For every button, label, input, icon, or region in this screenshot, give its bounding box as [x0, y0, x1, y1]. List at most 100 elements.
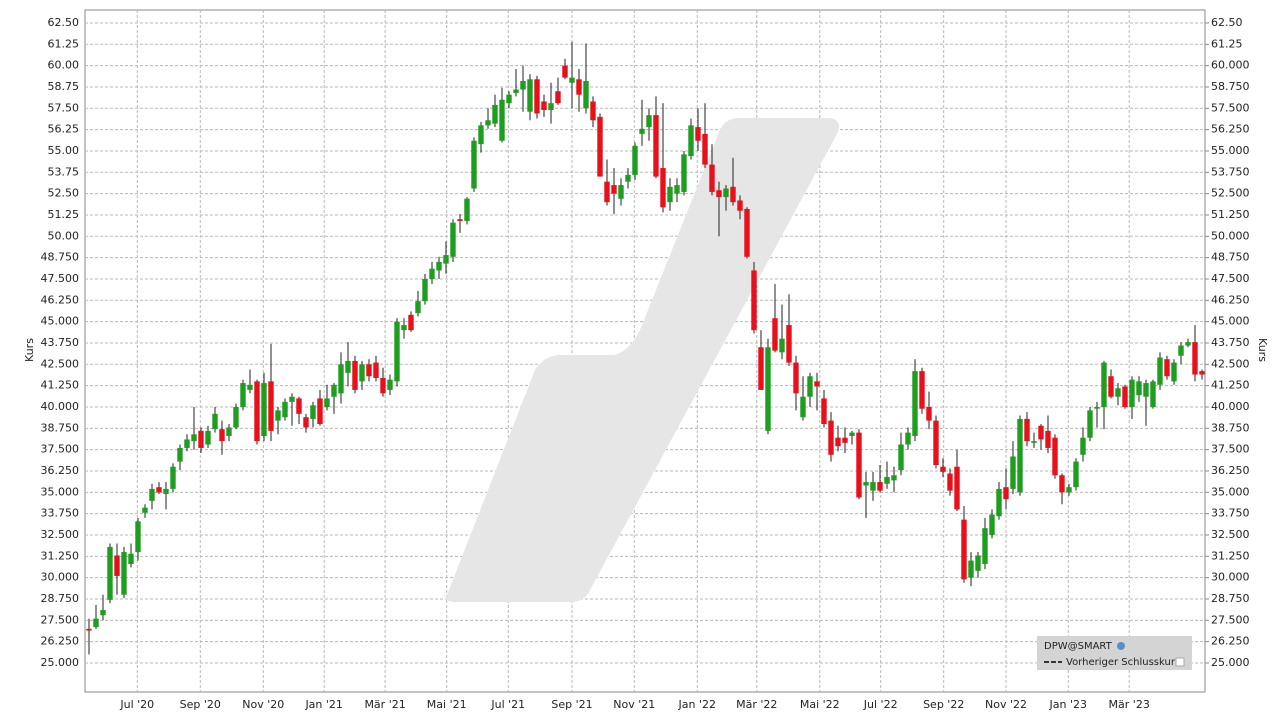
candle-body: [828, 420, 834, 455]
candle-body: [583, 80, 589, 109]
candle-body: [1066, 487, 1072, 493]
candle-body: [674, 185, 680, 194]
candle-body: [506, 94, 512, 104]
y2-axis-label: Kurs: [1256, 338, 1269, 362]
candle-body: [338, 364, 344, 394]
y2-tick-label: 35.000: [1211, 485, 1250, 498]
candle-body: [1150, 381, 1156, 407]
candle-body: [1157, 357, 1163, 385]
y-tick-label: 51.25: [48, 208, 80, 221]
y-tick-label: 30.000: [41, 571, 80, 584]
y-tick-label: 37.500: [41, 443, 80, 456]
candle-body: [1122, 386, 1128, 407]
x-tick-label: Jan '23: [1049, 698, 1087, 711]
y2-tick-label: 33.750: [1211, 507, 1250, 520]
y-tick-label: 60.00: [48, 59, 80, 72]
candle-body: [1038, 425, 1044, 440]
candle-body: [1199, 371, 1205, 375]
candle-body: [877, 482, 883, 491]
x-tick-label: Mär '23: [1109, 698, 1150, 711]
grid: [85, 10, 1205, 692]
x-tick-label: Nov '21: [613, 698, 655, 711]
candle-body: [149, 488, 155, 501]
x-tick-label: Jan '22: [678, 698, 716, 711]
candle-body: [1052, 437, 1058, 476]
candle-body: [401, 325, 407, 331]
candle-body: [184, 439, 190, 448]
candle-body: [422, 278, 428, 302]
candle-body: [702, 133, 708, 165]
candle-body: [352, 360, 358, 390]
y-tick-label: 58.75: [48, 80, 80, 93]
candle-body: [961, 519, 967, 580]
candle-body: [646, 115, 652, 128]
candle-body: [1031, 441, 1037, 443]
candle-body: [744, 209, 750, 257]
legend-title: DPW@SMART: [1044, 641, 1113, 652]
y-tick-label: 25.000: [41, 656, 80, 669]
candle-body: [1101, 362, 1107, 407]
candle-body: [324, 398, 330, 407]
y-tick-label: 46.250: [41, 293, 80, 306]
candle-body: [247, 384, 253, 390]
candle-body: [1017, 418, 1023, 493]
candle-body: [1115, 388, 1121, 397]
candle-body: [1073, 461, 1079, 488]
candle-body: [639, 128, 645, 134]
candle-body: [723, 188, 729, 198]
x-tick-label: Mär '21: [364, 698, 405, 711]
candle-body: [394, 321, 400, 382]
x-tick-label: Sep '21: [551, 698, 592, 711]
candle-body: [261, 383, 267, 436]
x-tick-label: Mai '21: [427, 698, 467, 711]
y-tick-label: 55.00: [48, 144, 80, 157]
candle-body: [520, 80, 526, 90]
x-tick-label: Mai '22: [800, 698, 840, 711]
y2-tick-label: 57.500: [1211, 101, 1250, 114]
y-tick-label: 31.250: [41, 549, 80, 562]
candle-body: [751, 270, 757, 331]
candle-body: [387, 379, 393, 390]
y2-tick-label: 46.250: [1211, 293, 1250, 306]
candle-body: [303, 417, 309, 428]
candle-body: [310, 405, 316, 419]
candle-body: [947, 473, 953, 491]
y-tick-label: 52.50: [48, 187, 80, 200]
y2-tick-label: 27.500: [1211, 613, 1250, 626]
candle-body: [499, 99, 505, 141]
candle-body: [156, 487, 162, 493]
y-tick-label: 33.750: [41, 507, 80, 520]
legend-icon: [1117, 642, 1125, 650]
y2-tick-label: 30.000: [1211, 571, 1250, 584]
candle-body: [611, 185, 617, 194]
legend: DPW@SMART Vorheriger Schlusskurs: [1037, 636, 1192, 670]
candle-body: [898, 444, 904, 471]
candle-body: [1185, 342, 1191, 346]
candle-body: [170, 466, 176, 489]
candle-body: [912, 371, 918, 436]
candle-body: [457, 219, 463, 221]
y-tick-label: 26.250: [41, 635, 80, 648]
candle-body: [331, 384, 337, 397]
x-tick-label: Jul '20: [119, 698, 154, 711]
y-tick-label: 61.25: [48, 37, 80, 50]
candle-body: [135, 521, 141, 553]
candle-body: [128, 553, 134, 564]
candle-body: [870, 482, 876, 491]
candle-body: [975, 555, 981, 571]
candle-body: [891, 475, 897, 481]
y2-tick-label: 43.750: [1211, 336, 1250, 349]
candle-body: [814, 381, 820, 387]
candle-body: [226, 427, 232, 436]
x-tick-label: Jul '21: [490, 698, 525, 711]
x-tick-label: Jan '21: [304, 698, 342, 711]
y2-tick-label: 26.250: [1211, 635, 1250, 648]
candle-body: [625, 174, 631, 182]
x-tick-label: Nov '20: [242, 698, 284, 711]
y-tick-label: 62.50: [48, 16, 80, 29]
candle-body: [345, 360, 351, 373]
candle-body: [989, 514, 995, 535]
candle-body: [219, 429, 225, 442]
y-tick-label: 36.250: [41, 464, 80, 477]
legend-checkbox[interactable]: [1175, 657, 1185, 667]
